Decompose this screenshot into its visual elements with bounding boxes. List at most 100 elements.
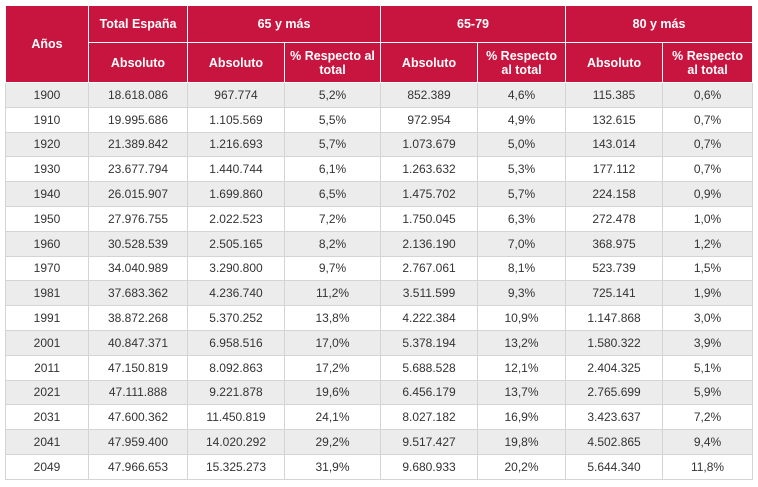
table-cell: 1.699.860 <box>187 181 285 207</box>
header-cell: 65-79 <box>380 5 567 43</box>
table-cell: 3.290.800 <box>187 255 285 282</box>
table-row: 1981 37.683.362 4.236.740 11,2% 3.511.599 9,3… <box>5 280 754 307</box>
table-row: 1940 26.015.907 1.699.860 6,5% 1.475.702 5,7%… <box>5 181 754 207</box>
year-cell: 2049 <box>5 453 89 480</box>
table-cell: 1,9% <box>662 280 754 307</box>
table-row: 1910 19.995.686 1.105.569 5,5% 972.954 4,9% 13… <box>5 106 754 133</box>
table-cell: 7,0% <box>477 230 567 257</box>
table-cell: 21.389.842 <box>88 131 188 158</box>
table-cell: 7,2% <box>283 205 382 232</box>
table-cell: 5.378.194 <box>380 329 479 356</box>
table-cell: 3,0% <box>662 305 754 331</box>
header-cell: % Respecto al total <box>477 42 567 83</box>
table-cell: 26.015.907 <box>88 181 188 207</box>
table-cell: 17,0% <box>283 329 382 356</box>
year-cell: 1900 <box>5 82 89 108</box>
table-cell: 14.020.292 <box>187 429 285 455</box>
table-cell: 4,9% <box>477 106 567 133</box>
table-cell: 19.995.686 <box>88 106 188 133</box>
table-cell: 17,2% <box>283 354 382 381</box>
table-row: 1920 21.389.842 1.216.693 5,7% 1.073.679 5,0%… <box>5 131 754 158</box>
table-cell: 523.739 <box>565 255 664 282</box>
year-cell: 1950 <box>5 205 89 232</box>
table-cell: 5,9% <box>662 379 754 406</box>
table-row: 1991 38.872.268 5.370.252 13,8% 4.222.384 10,… <box>5 305 754 331</box>
header-cell: 80 y más <box>565 5 754 43</box>
table-cell: 11.450.819 <box>187 404 285 431</box>
table-cell: 5,5% <box>283 106 382 133</box>
table-cell: 9.517.427 <box>380 429 479 455</box>
header-cell: Absoluto <box>565 42 664 83</box>
table-cell: 1,2% <box>662 230 754 257</box>
table-row: 2041 47.959.400 14.020.292 29,2% 9.517.427 19… <box>5 429 754 455</box>
header-cell: % Respecto al total <box>662 42 754 83</box>
header-row: Absoluto Absoluto% Respecto al total Absol… <box>6 42 754 83</box>
table-cell: 29,2% <box>283 429 382 455</box>
table-cell: 5.688.528 <box>380 354 479 381</box>
table-row: 1950 27.976.755 2.022.523 7,2% 1.750.045 6,3%… <box>5 205 754 232</box>
table-cell: 1.147.868 <box>565 305 664 331</box>
table-cell: 5,7% <box>477 181 567 207</box>
table-cell: 1.580.322 <box>565 329 664 356</box>
table-cell: 4.502.865 <box>565 429 664 455</box>
table-cell: 5,7% <box>283 131 382 158</box>
year-cell: 1940 <box>5 181 89 207</box>
table-cell: 5,1% <box>662 354 754 381</box>
table-row: 2049 47.966.653 15.325.273 31,9% 9.680.933 20… <box>5 453 754 480</box>
table-cell: 5,0% <box>477 131 567 158</box>
table-cell: 6.958.516 <box>187 329 285 356</box>
header-cell: Total España <box>88 5 188 43</box>
table-cell: 9.680.933 <box>380 453 479 480</box>
table-cell: 9,4% <box>662 429 754 455</box>
table-cell: 5.370.252 <box>187 305 285 331</box>
table-cell: 10,9% <box>477 305 567 331</box>
table-cell: 31,9% <box>283 453 382 480</box>
table-cell: 1.475.702 <box>380 181 479 207</box>
table-cell: 11,8% <box>662 453 754 480</box>
table-cell: 37.683.362 <box>88 280 188 307</box>
table-cell: 27.976.755 <box>88 205 188 232</box>
table-cell: 19,8% <box>477 429 567 455</box>
table-cell: 6,1% <box>283 156 382 183</box>
table-cell: 1.105.569 <box>187 106 285 133</box>
table-cell: 30.528.539 <box>88 230 188 257</box>
year-cell: 2021 <box>5 379 89 406</box>
table-cell: 11,2% <box>283 280 382 307</box>
table-cell: 4,6% <box>477 82 567 108</box>
header-cell: Absoluto <box>187 42 285 83</box>
table-cell: 1,0% <box>662 205 754 232</box>
table-cell: 2.767.061 <box>380 255 479 282</box>
table-cell: 725.141 <box>565 280 664 307</box>
year-cell: 1960 <box>5 230 89 257</box>
table-cell: 47.959.400 <box>88 429 188 455</box>
table-cell: 967.774 <box>187 82 285 108</box>
table-cell: 177.112 <box>565 156 664 183</box>
table-cell: 7,2% <box>662 404 754 431</box>
table-cell: 8.092.863 <box>187 354 285 381</box>
table-cell: 3,9% <box>662 329 754 356</box>
table-cell: 0,6% <box>662 82 754 108</box>
table-cell: 47.111.888 <box>88 379 188 406</box>
table-cell: 2.505.165 <box>187 230 285 257</box>
table-cell: 1.440.744 <box>187 156 285 183</box>
year-cell: 1910 <box>5 106 89 133</box>
year-cell: 2041 <box>5 429 89 455</box>
table-cell: 3.511.599 <box>380 280 479 307</box>
table-cell: 5,2% <box>283 82 382 108</box>
table-cell: 852.389 <box>380 82 479 108</box>
table-cell: 132.615 <box>565 106 664 133</box>
table-cell: 1.216.693 <box>187 131 285 158</box>
table-cell: 2.022.523 <box>187 205 285 232</box>
table-cell: 972.954 <box>380 106 479 133</box>
table-row: 2001 40.847.371 6.958.516 17,0% 5.378.194 13,… <box>5 329 754 356</box>
year-cell: 1920 <box>5 131 89 158</box>
table-head: Años Total España 65 y más 65-79 80 y má… <box>5 5 754 83</box>
year-cell: 2001 <box>5 329 89 356</box>
table-cell: 8,2% <box>283 230 382 257</box>
year-cell: 1981 <box>5 280 89 307</box>
year-cell: 2031 <box>5 404 89 431</box>
table-row: 1930 23.677.794 1.440.744 6,1% 1.263.632 5,3%… <box>5 156 754 183</box>
table-row: 1960 30.528.539 2.505.165 8,2% 2.136.190 7,0%… <box>5 230 754 257</box>
table-cell: 4.236.740 <box>187 280 285 307</box>
